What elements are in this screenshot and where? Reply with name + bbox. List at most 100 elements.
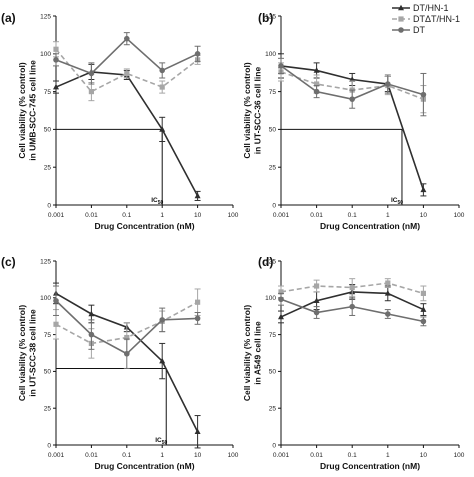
data-point: [159, 67, 165, 74]
y-tick-label: 100: [40, 295, 51, 302]
y-axis-title-line: in UMB-SCC-745 cell line: [28, 60, 38, 161]
data-point: [88, 89, 94, 95]
data-point: [53, 83, 59, 90]
y-tick-label: 75: [269, 332, 277, 339]
legend-marker: [398, 4, 404, 11]
series-DT: [53, 285, 201, 369]
data-point: [88, 70, 95, 77]
chart-panel-1: (a) 0 25 50 75 100 125 0.001 0.01 0.1 1 10 100 Drug C…: [1, 11, 239, 231]
x-tick-label: 10: [420, 212, 428, 219]
ic50-label: IC50: [155, 437, 167, 446]
series-line: [55, 71, 199, 197]
y-axis-title-line: Cell viability (% control): [17, 62, 27, 159]
legend-marker: [398, 16, 404, 22]
x-tick-label: 0.001: [273, 212, 290, 219]
y-axis-title: Cell viability (% control)in A549 cell l…: [242, 305, 263, 402]
data-point: [313, 297, 320, 304]
y-axis-title-line: Cell viability (% control): [242, 305, 252, 402]
y-tick-label: 75: [44, 89, 52, 96]
data-point: [159, 317, 165, 323]
data-point: [88, 331, 95, 338]
x-tick-label: 0.01: [310, 452, 323, 459]
data-point: [385, 311, 391, 317]
data-point: [159, 126, 166, 132]
x-tick-label: 0.1: [348, 212, 357, 219]
data-point: [420, 91, 427, 98]
y-axis-title-line: in UT-SCC-36 cell line: [253, 67, 263, 155]
series-DT/HN-1: [278, 53, 427, 197]
x-tick-label: 100: [228, 212, 239, 219]
data-point: [278, 289, 284, 295]
data-point: [53, 57, 59, 63]
x-axis-title: Drug Concentration (nM): [320, 461, 420, 471]
x-tick-label: 100: [454, 452, 465, 459]
data-point: [420, 186, 427, 193]
panel-label: (a): [1, 11, 16, 25]
x-tick-label: 1: [386, 212, 390, 219]
chart-panel-2: (b) 0 25 50 75 100 125 0.001 0.01 0.1 1 10 100 Drug C…: [242, 11, 465, 231]
legend-item: DT: [392, 25, 425, 35]
data-point: [314, 283, 320, 289]
x-axis-title: Drug Concentration (nM): [94, 461, 194, 471]
x-axis-title: Drug Concentration (nM): [320, 221, 420, 231]
y-tick-label: 75: [269, 89, 277, 96]
chart-panel-4: (d) 0 25 50 75 100 125 0.001 0.01 0.1 1 10 100 Drug C…: [242, 255, 465, 471]
y-tick-label: 100: [265, 51, 276, 58]
data-point: [124, 350, 130, 357]
y-axis-title-line: in UT-SCC-38 cell line: [28, 309, 38, 397]
data-point: [194, 428, 201, 435]
series-DTΔT/HN-1: [53, 41, 201, 102]
y-tick-label: 25: [44, 406, 52, 413]
panel-label: (d): [258, 255, 273, 269]
y-tick-label: 50: [44, 127, 52, 134]
data-point: [313, 309, 320, 316]
x-tick-label: 1: [386, 452, 390, 459]
y-tick-label: 0: [47, 202, 51, 209]
data-point: [384, 290, 391, 296]
data-point: [278, 296, 284, 303]
data-point: [159, 357, 166, 364]
series-line: [280, 282, 424, 295]
data-point: [194, 315, 201, 322]
data-point: [314, 81, 320, 87]
y-tick-label: 25: [44, 165, 52, 172]
x-tick-label: 1: [160, 212, 164, 219]
x-tick-label: 100: [454, 212, 465, 219]
x-tick-label: 0.01: [85, 452, 98, 459]
data-point: [349, 303, 356, 310]
data-point: [385, 280, 391, 286]
data-point: [53, 46, 59, 52]
ic50-label: IC50: [391, 197, 403, 206]
y-axis-title: Cell viability (% control)in UT-SCC-38 c…: [17, 305, 38, 402]
y-tick-label: 125: [40, 258, 51, 265]
data-point: [278, 63, 284, 69]
y-axis-title: Cell viability (% control)in UT-SCC-36 c…: [242, 62, 263, 159]
y-tick-label: 125: [40, 13, 51, 20]
data-point: [349, 76, 356, 82]
panel-label: (b): [258, 11, 273, 25]
x-tick-label: 10: [194, 452, 202, 459]
data-point: [53, 321, 59, 327]
y-tick-label: 100: [40, 51, 51, 58]
data-point: [88, 310, 95, 317]
x-tick-label: 10: [194, 212, 202, 219]
data-point: [53, 297, 59, 304]
data-point: [313, 67, 320, 73]
data-point: [349, 96, 356, 102]
x-tick-label: 0.01: [310, 212, 323, 219]
y-tick-label: 100: [265, 295, 276, 302]
y-tick-label: 25: [269, 165, 277, 172]
x-tick-label: 0.1: [122, 452, 131, 459]
legend-item: DTΔT/HN-1: [392, 14, 460, 24]
legend-label: DTΔT/HN-1: [413, 14, 460, 24]
y-tick-label: 125: [265, 258, 276, 265]
data-point: [124, 35, 130, 42]
data-point: [124, 334, 130, 341]
data-point: [420, 290, 426, 296]
series-line: [55, 48, 199, 93]
data-point: [349, 284, 355, 291]
series-DT: [53, 32, 201, 85]
y-axis-title-line: Cell viability (% control): [242, 62, 252, 159]
y-tick-label: 50: [269, 127, 277, 134]
